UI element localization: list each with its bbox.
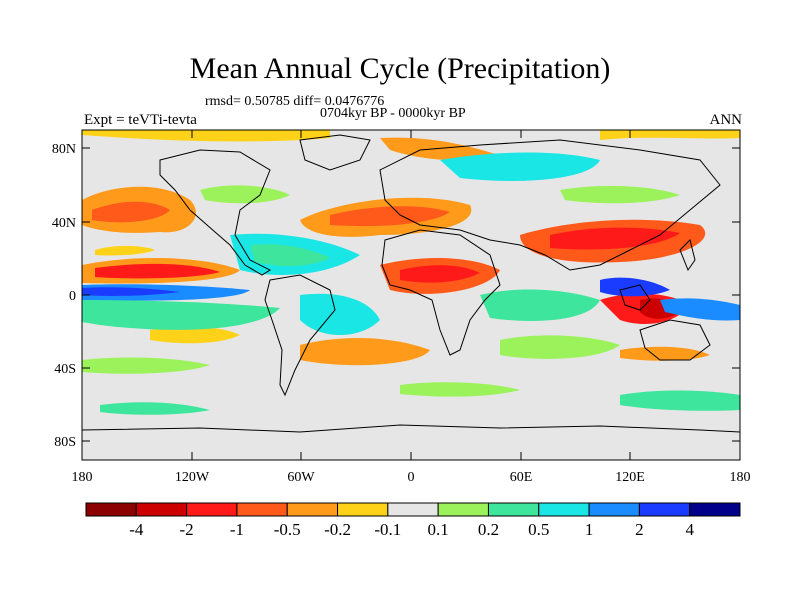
colorbar-label: 2	[635, 520, 644, 539]
colorbar-swatch	[85, 502, 137, 517]
colorbar-label: 0.5	[528, 520, 549, 539]
colorbar-swatch	[236, 502, 288, 517]
colorbar-swatch	[387, 502, 439, 517]
colorbar-label: -1	[230, 520, 244, 539]
lon-tick-label: 120W	[175, 470, 210, 485]
colorbar: -4 -2 -1 -0.5 -0.2 -0.1 0.1 0.2 0.5 1 2 4	[85, 502, 741, 539]
colorbar-label: -0.5	[274, 520, 301, 539]
colorbar-swatch	[487, 502, 540, 517]
experiment-label: Expt = teVTi-tevta	[84, 112, 197, 128]
longitude-ticks: 180 120W 60W 0 60E 120E 180	[72, 130, 751, 485]
colorbar-swatch	[135, 502, 188, 517]
lon-tick-label: 120E	[615, 470, 645, 485]
colorbar-swatch	[638, 502, 691, 517]
lat-tick-label: 40N	[52, 216, 76, 231]
latitude-ticks: 80N 40N 0 40S 80S	[52, 142, 740, 450]
period-subtitle: 0704kyr BP - 0000kyr BP	[320, 106, 466, 121]
season-label: ANN	[709, 112, 743, 128]
colorbar-swatch	[286, 502, 339, 517]
colorbar-label: -2	[180, 520, 194, 539]
colorbar-label: 4	[685, 520, 694, 539]
colorbar-label: -0.1	[374, 520, 401, 539]
anomaly-field	[82, 130, 740, 415]
lon-tick-label: 0	[408, 470, 415, 485]
colorbar-swatch	[689, 502, 741, 517]
colorbar-swatch	[186, 502, 238, 517]
colorbar-label: -0.2	[324, 520, 351, 539]
colorbar-label: 0.2	[478, 520, 499, 539]
colorbar-swatch	[437, 502, 489, 517]
stats-subtitle: rmsd= 0.50785 diff= 0.0476776	[205, 94, 385, 109]
lon-tick-label: 180	[730, 470, 751, 485]
colorbar-swatch	[538, 502, 590, 517]
coastlines	[82, 134, 740, 433]
lat-tick-label: 80S	[54, 435, 76, 450]
colorbar-label: 0.1	[428, 520, 449, 539]
lon-tick-label: 60E	[510, 470, 533, 485]
colorbar-swatch	[588, 502, 640, 517]
lat-tick-label: 40S	[54, 362, 76, 377]
chart-title: Mean Annual Cycle (Precipitation)	[189, 52, 611, 85]
lat-tick-label: 80N	[52, 142, 76, 157]
lon-tick-label: 60W	[287, 470, 315, 485]
lat-tick-label: 0	[69, 289, 76, 304]
colorbar-swatch	[337, 502, 389, 517]
lon-tick-label: 180	[72, 470, 93, 485]
colorbar-label: -4	[129, 520, 144, 539]
colorbar-label: 1	[585, 520, 594, 539]
